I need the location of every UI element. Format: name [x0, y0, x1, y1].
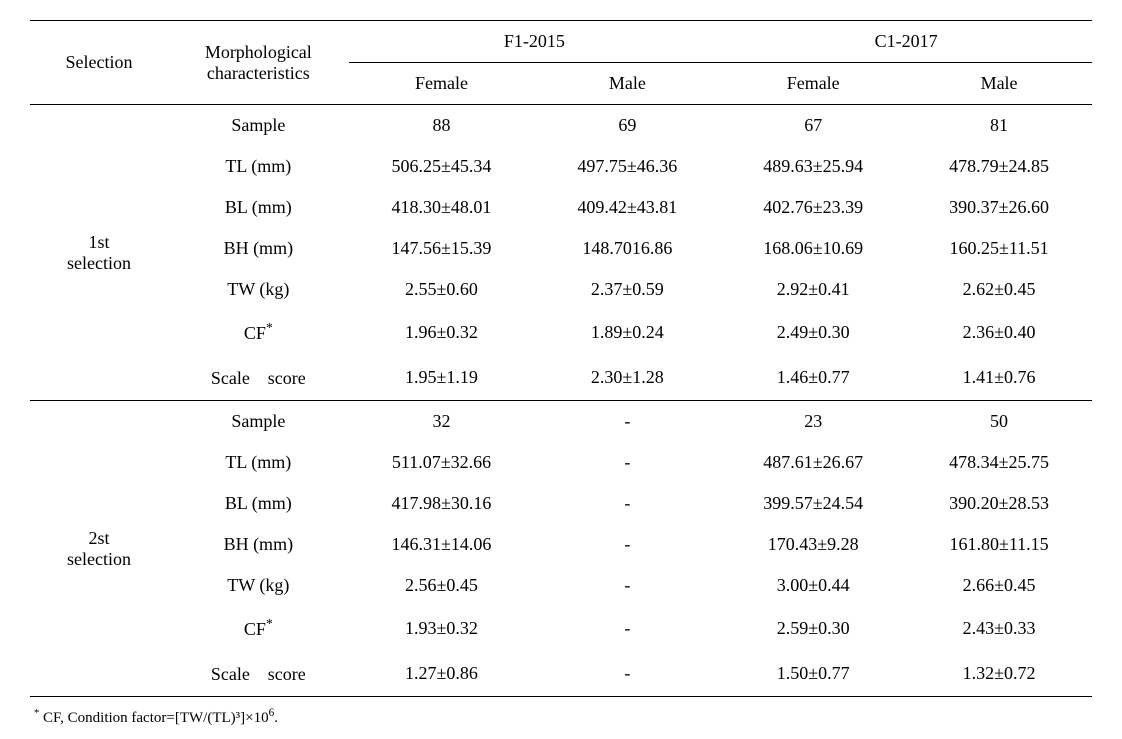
cell: 88: [349, 105, 535, 147]
row-label-sample: Sample: [168, 401, 349, 443]
header-selection: Selection: [30, 21, 168, 105]
cell: -: [534, 565, 720, 606]
cell: 2.36±0.40: [906, 310, 1092, 354]
cell: 2.56±0.45: [349, 565, 535, 606]
cell: -: [534, 483, 720, 524]
header-morph-text: Morphological characteristics: [205, 42, 312, 83]
section-2-line1: 2st: [89, 528, 110, 548]
header-f1-female: Female: [349, 63, 535, 105]
row-label-cf: CF*: [168, 310, 349, 354]
cell: 478.34±25.75: [906, 442, 1092, 483]
row-label-scale: Scale score: [168, 650, 349, 697]
footnote-period: .: [274, 710, 278, 726]
cell: 2.43±0.33: [906, 606, 1092, 650]
row-label-bh: BH (mm): [168, 524, 349, 565]
cell: 1.95±1.19: [349, 354, 535, 401]
cell: 489.63±25.94: [720, 146, 906, 187]
row-label-tw: TW (kg): [168, 269, 349, 310]
cell: 399.57±24.54: [720, 483, 906, 524]
cell: 32: [349, 401, 535, 443]
cell: -: [534, 650, 720, 697]
cell: 67: [720, 105, 906, 147]
cell: -: [534, 401, 720, 443]
section-1-line1: 1st: [89, 232, 110, 252]
cell: 2.59±0.30: [720, 606, 906, 650]
row-label-bl: BL (mm): [168, 483, 349, 524]
cf-text: CF: [244, 619, 266, 639]
cell: 2.37±0.59: [534, 269, 720, 310]
header-c1-female: Female: [720, 63, 906, 105]
cell: 148.7016.86: [534, 228, 720, 269]
header-morph: Morphological characteristics: [168, 21, 349, 105]
header-f1-male: Male: [534, 63, 720, 105]
cell: 50: [906, 401, 1092, 443]
row-label-tw: TW (kg): [168, 565, 349, 606]
footnote-text: CF, Condition factor=[TW/(TL)³]×10: [39, 710, 268, 726]
cell: 409.42±43.81: [534, 187, 720, 228]
cell: 506.25±45.34: [349, 146, 535, 187]
cf-star: *: [266, 320, 273, 335]
cell: 69: [534, 105, 720, 147]
cell: 2.30±1.28: [534, 354, 720, 401]
table-footnote: * CF, Condition factor=[TW/(TL)³]×106.: [30, 697, 1092, 727]
row-label-bh: BH (mm): [168, 228, 349, 269]
row-label-cf: CF*: [168, 606, 349, 650]
cell: -: [534, 442, 720, 483]
cell: 2.92±0.41: [720, 269, 906, 310]
cell: 161.80±11.15: [906, 524, 1092, 565]
header-group-f1: F1-2015: [349, 21, 721, 63]
cell: 478.79±24.85: [906, 146, 1092, 187]
cell: 1.96±0.32: [349, 310, 535, 354]
cell: 146.31±14.06: [349, 524, 535, 565]
cell: 1.27±0.86: [349, 650, 535, 697]
cell: 2.49±0.30: [720, 310, 906, 354]
row-label-sample: Sample: [168, 105, 349, 147]
cell: 1.93±0.32: [349, 606, 535, 650]
cell: 160.25±11.51: [906, 228, 1092, 269]
cell: 3.00±0.44: [720, 565, 906, 606]
row-label-tl: TL (mm): [168, 146, 349, 187]
section-1-label: 1st selection: [30, 105, 168, 401]
row-label-bl: BL (mm): [168, 187, 349, 228]
cell: 487.61±26.67: [720, 442, 906, 483]
row-label-scale: Scale score: [168, 354, 349, 401]
cell: 402.76±23.39: [720, 187, 906, 228]
cell: 418.30±48.01: [349, 187, 535, 228]
header-c1-male: Male: [906, 63, 1092, 105]
cell: 2.66±0.45: [906, 565, 1092, 606]
section-1-line2: selection: [67, 253, 131, 273]
cell: 511.07±32.66: [349, 442, 535, 483]
cf-text: CF: [244, 323, 266, 343]
cell: 23: [720, 401, 906, 443]
cf-star: *: [266, 616, 273, 631]
cell: 1.41±0.76: [906, 354, 1092, 401]
cell: 1.46±0.77: [720, 354, 906, 401]
cell: 147.56±15.39: [349, 228, 535, 269]
section-2-label: 2st selection: [30, 401, 168, 697]
cell: 1.89±0.24: [534, 310, 720, 354]
data-table: Selection Morphological characteristics …: [30, 20, 1092, 697]
cell: 497.75±46.36: [534, 146, 720, 187]
cell: 1.32±0.72: [906, 650, 1092, 697]
cell: 81: [906, 105, 1092, 147]
cell: 2.62±0.45: [906, 269, 1092, 310]
cell: 168.06±10.69: [720, 228, 906, 269]
cell: -: [534, 524, 720, 565]
cell: 2.55±0.60: [349, 269, 535, 310]
cell: 390.37±26.60: [906, 187, 1092, 228]
section-2-line2: selection: [67, 549, 131, 569]
cell: 417.98±30.16: [349, 483, 535, 524]
cell: 170.43±9.28: [720, 524, 906, 565]
header-group-c1: C1-2017: [720, 21, 1092, 63]
cell: -: [534, 606, 720, 650]
row-label-tl: TL (mm): [168, 442, 349, 483]
cell: 390.20±28.53: [906, 483, 1092, 524]
cell: 1.50±0.77: [720, 650, 906, 697]
